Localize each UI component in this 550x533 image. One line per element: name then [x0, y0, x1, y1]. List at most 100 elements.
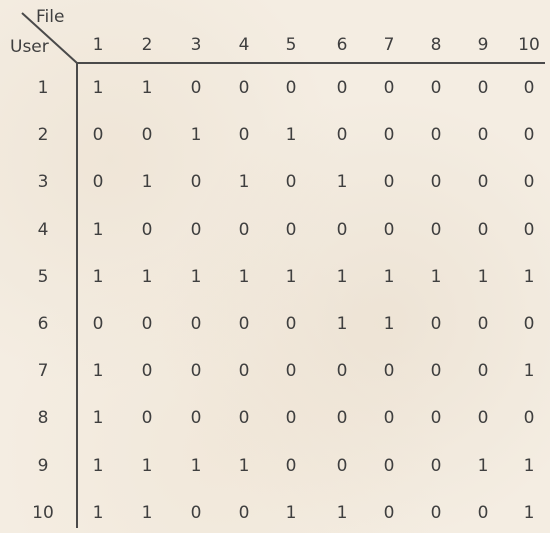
table-cell: 0 — [238, 502, 250, 523]
table-cell: 0 — [477, 219, 489, 240]
table-cell: 0 — [523, 408, 535, 429]
table-cell: 0 — [190, 219, 202, 240]
table-cell: 0 — [383, 361, 395, 382]
table-cell: 0 — [477, 172, 489, 193]
table-cell: 0 — [285, 78, 297, 98]
table-cell: 0 — [190, 172, 202, 193]
table-cell: 1 — [336, 266, 348, 287]
table-cell: 0 — [523, 219, 535, 240]
table-cell: 1 — [523, 361, 535, 382]
table-cell: 0 — [430, 455, 442, 476]
table-cell: 1 — [92, 361, 104, 382]
row-header-user-10: 10 — [32, 502, 54, 523]
table-cell: 0 — [285, 361, 297, 382]
table-cell: 0 — [285, 408, 297, 429]
table-cell: 1 — [336, 502, 348, 523]
row-header-user-4: 4 — [37, 219, 49, 240]
row-header-user-5: 5 — [37, 266, 49, 287]
column-header-file-4: 4 — [238, 35, 250, 55]
column-header-file-6: 6 — [336, 35, 348, 55]
table-cell: 0 — [92, 314, 104, 334]
table-cell: 0 — [285, 219, 297, 240]
table-cell: 0 — [523, 314, 535, 334]
table-cell: 1 — [238, 455, 250, 476]
table-cell: 0 — [430, 361, 442, 382]
table-cell: 0 — [238, 78, 250, 98]
row-header-user-7: 7 — [37, 361, 49, 382]
table-cell: 1 — [141, 172, 153, 193]
row-header-user-8: 8 — [37, 408, 49, 429]
table-cell: 0 — [238, 314, 250, 334]
row-header-user-3: 3 — [37, 172, 49, 193]
table-cell: 0 — [190, 78, 202, 98]
table-cell: 1 — [92, 502, 104, 523]
table-cell: 0 — [383, 219, 395, 240]
table-cell: 1 — [430, 266, 442, 287]
corner-file-label: File — [36, 7, 65, 27]
table-cell: 0 — [477, 125, 489, 146]
table-cell: 0 — [477, 314, 489, 334]
table-cell: 0 — [141, 219, 153, 240]
table-cell: 0 — [238, 125, 250, 146]
table-cell: 1 — [336, 172, 348, 193]
corner-user-label: User — [10, 37, 49, 57]
table-cell: 0 — [190, 361, 202, 382]
table-cell: 1 — [523, 266, 535, 287]
column-header-file-2: 2 — [141, 35, 153, 55]
table-cell: 0 — [92, 125, 104, 146]
table-cell: 0 — [430, 78, 442, 98]
table-cell: 0 — [523, 78, 535, 98]
column-header-file-3: 3 — [190, 35, 202, 55]
table-cell: 1 — [141, 455, 153, 476]
table-cell: 0 — [336, 361, 348, 382]
table-cell: 1 — [92, 219, 104, 240]
table-cell: 0 — [190, 314, 202, 334]
table-cell: 0 — [285, 455, 297, 476]
table-cell: 0 — [336, 78, 348, 98]
table-cell: 0 — [190, 502, 202, 523]
column-header-file-1: 1 — [92, 35, 104, 55]
table-cell: 0 — [383, 455, 395, 476]
table-cell: 1 — [190, 455, 202, 476]
table-cell: 0 — [477, 408, 489, 429]
row-header-user-9: 9 — [37, 455, 49, 476]
column-header-file-5: 5 — [285, 35, 297, 55]
table-cell: 0 — [336, 219, 348, 240]
table-cell: 0 — [141, 314, 153, 334]
column-header-file-7: 7 — [383, 35, 395, 55]
table-cell: 1 — [285, 125, 297, 146]
table-cell: 1 — [336, 314, 348, 334]
table-cell: 0 — [477, 502, 489, 523]
table-cell: 1 — [92, 78, 104, 98]
table-cell: 0 — [430, 219, 442, 240]
table-cell: 1 — [190, 266, 202, 287]
table-cell: 0 — [383, 408, 395, 429]
table-cell: 0 — [430, 172, 442, 193]
table-cell: 0 — [238, 219, 250, 240]
table-cell: 1 — [92, 455, 104, 476]
table-cell: 1 — [141, 502, 153, 523]
table-cell: 0 — [430, 314, 442, 334]
table-cell: 0 — [383, 78, 395, 98]
row-header-user-1: 1 — [37, 78, 49, 98]
table-cell: 1 — [383, 266, 395, 287]
table-cell: 0 — [190, 408, 202, 429]
table-cell: 1 — [285, 266, 297, 287]
table-cell: 1 — [383, 314, 395, 334]
table-cell: 0 — [336, 408, 348, 429]
table-cell: 0 — [430, 502, 442, 523]
table-cell: 1 — [285, 502, 297, 523]
column-header-file-9: 9 — [477, 35, 489, 55]
row-header-user-2: 2 — [37, 125, 49, 146]
table-cell: 1 — [238, 266, 250, 287]
table-cell: 0 — [238, 361, 250, 382]
table-cell: 0 — [523, 172, 535, 193]
table-cell: 0 — [477, 78, 489, 98]
table-cell: 1 — [190, 125, 202, 146]
table-cell: 0 — [285, 314, 297, 334]
table-cell: 0 — [141, 125, 153, 146]
table-cell: 0 — [285, 172, 297, 193]
table-cell: 0 — [141, 408, 153, 429]
table-cell: 0 — [336, 455, 348, 476]
table-cell: 0 — [477, 361, 489, 382]
